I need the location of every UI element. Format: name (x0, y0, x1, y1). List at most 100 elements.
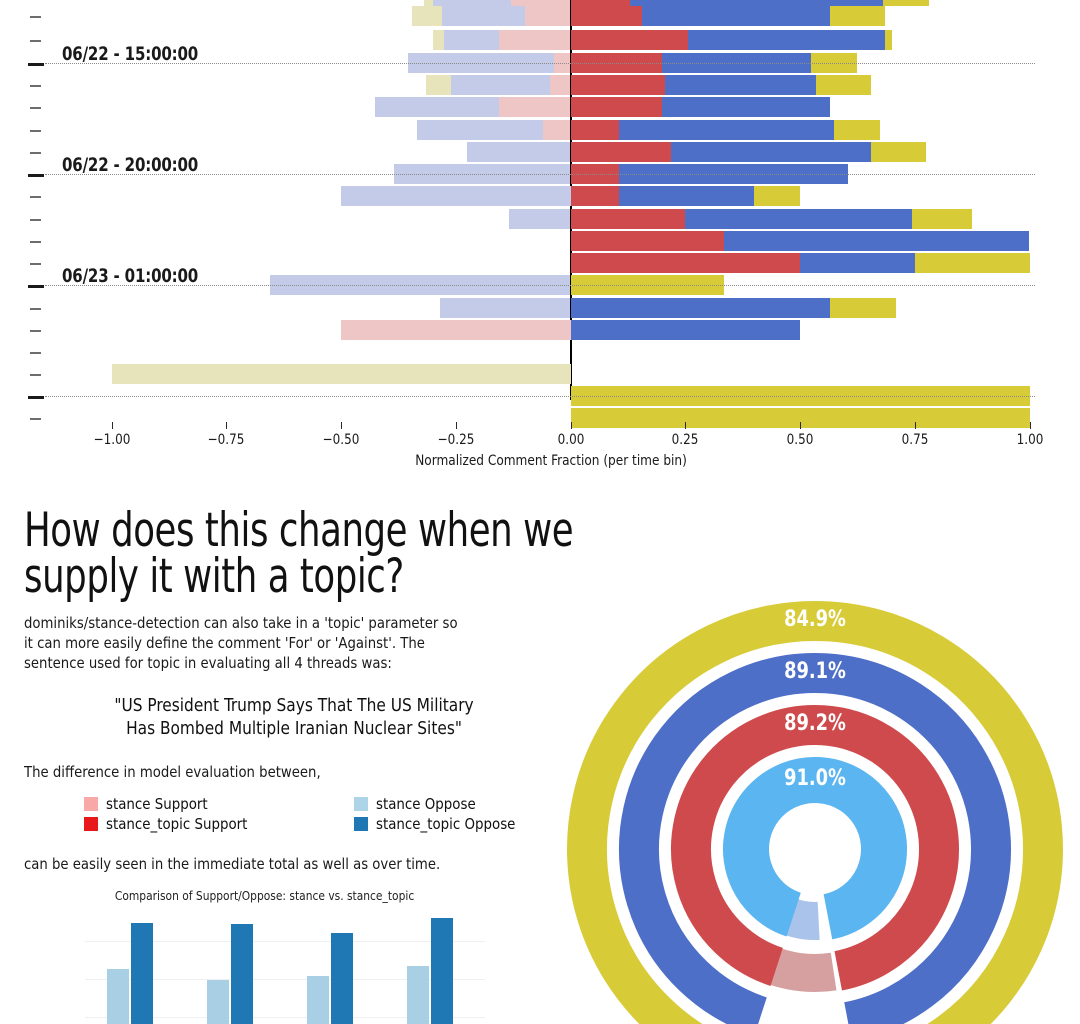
mini-gridline (85, 979, 485, 981)
bar-segment (412, 6, 442, 26)
bar-row (0, 0, 1080, 6)
x-axis-tick (226, 422, 228, 429)
bar-segment (914, 253, 1030, 273)
bar-segment (570, 0, 631, 6)
bar-segment (687, 30, 885, 50)
bar-segment (416, 120, 543, 140)
bar-segment (671, 142, 872, 162)
bar-segment (618, 120, 835, 140)
y-axis-minor-tick (30, 152, 41, 154)
y-axis-label: 06/23 - 01:00:00 (62, 265, 199, 287)
legend-label: stance Oppose (376, 795, 476, 814)
topic-sentence-quote: "US President Trump Says That The US Mil… (38, 694, 551, 742)
legend-swatch (84, 797, 98, 812)
bar-segment (834, 120, 881, 140)
bar-row (0, 6, 1080, 26)
x-axis-tick (455, 422, 457, 429)
comparison-bar-chart-plot (85, 906, 485, 1024)
y-axis-label: 06/22 - 15:00:00 (62, 43, 199, 65)
bar-segment (724, 231, 1030, 251)
ring-percentage-label: 89.1% (784, 659, 846, 685)
bar-segment (111, 364, 571, 384)
mini-bar (307, 975, 329, 1024)
bar-row (0, 75, 1080, 95)
bar-row (0, 142, 1080, 162)
y-axis-minor-tick (30, 130, 41, 132)
x-axis-tick (800, 422, 801, 429)
y-axis-minor-tick (30, 352, 41, 354)
comparison-bar-chart: Comparison of Support/Oppose: stance vs.… (30, 880, 550, 1024)
bar-segment (871, 142, 927, 162)
x-axis-tick-label: −1.00 (93, 432, 130, 448)
bar-row (0, 364, 1080, 384)
x-axis-tick-label: 1.00 (1016, 432, 1043, 448)
bar-row (0, 209, 1080, 229)
x-axis-tick (341, 422, 342, 429)
y-axis-minor-tick (30, 330, 41, 332)
bar-segment (570, 30, 688, 50)
bar-segment (499, 30, 571, 50)
bar-segment (664, 75, 817, 95)
bar-segment (549, 75, 571, 95)
y-axis-major-tick (28, 396, 44, 399)
bar-segment (570, 6, 642, 26)
mini-bar (231, 923, 253, 1024)
ring-percentage-label: 91.0% (784, 766, 846, 792)
bar-segment (618, 186, 755, 206)
bar-segment (754, 186, 800, 206)
x-axis-tick (685, 422, 687, 429)
x-axis-tick (914, 422, 916, 429)
bar-segment (884, 30, 892, 50)
x-axis-tick-label: −0.25 (437, 432, 475, 448)
y-axis-major-tick (28, 63, 44, 66)
bar-segment (341, 320, 571, 340)
explanatory-text-column: How does this change when we supply it w… (24, 507, 574, 873)
legend-label: stance_topic Support (106, 815, 248, 834)
comparison-bar-chart-title: Comparison of Support/Oppose: stance vs.… (30, 888, 500, 903)
bar-segment (882, 0, 929, 6)
bar-segment (423, 0, 433, 6)
topic-sentence-quote-line-1: "US President Trump Says That The US Mil… (114, 694, 474, 716)
bar-segment (570, 97, 663, 117)
legend-item: stance_topic Support (84, 815, 354, 833)
bar-row (0, 253, 1080, 273)
y-axis-major-tick (28, 285, 44, 288)
y-axis-minor-tick (30, 16, 41, 18)
legend-item: stance_topic Oppose (354, 815, 564, 833)
bar-segment (570, 298, 830, 318)
page-title: How does this change when we supply it w… (24, 507, 574, 599)
bar-segment (375, 97, 500, 117)
bar-segment (630, 0, 883, 6)
legend-item: stance Oppose (354, 795, 564, 813)
bar-row (0, 298, 1080, 318)
y-axis-minor-tick (30, 40, 41, 42)
legend-swatch (84, 817, 98, 832)
legend-label: stance Support (106, 795, 208, 814)
bar-segment (510, 0, 571, 6)
bar-row (0, 342, 1080, 362)
bar-segment (829, 298, 897, 318)
bar-segment (829, 6, 885, 26)
comparison-bar-chart-title-text: Comparison of Support/Oppose: stance vs.… (115, 888, 415, 903)
x-axis-tick (570, 422, 572, 429)
ring-percentage-label: 89.2% (784, 711, 846, 737)
mini-gridline (85, 941, 485, 943)
ring-arc (619, 653, 1011, 1024)
bar-segment (570, 186, 619, 206)
bar-segment (570, 120, 619, 140)
stance-legend: stance Support stance Oppose stance_topic … (84, 795, 564, 833)
y-axis-minor-tick (30, 196, 41, 198)
y-axis-label: 06/22 - 20:00:00 (62, 154, 199, 176)
bar-segment (816, 75, 872, 95)
legend-label: stance_topic Oppose (376, 815, 516, 834)
difference-lead-in-text: The difference in model evaluation betwe… (24, 763, 321, 782)
bar-segment (641, 6, 830, 26)
y-axis-minor-tick (30, 107, 41, 109)
bar-row (0, 97, 1080, 117)
x-axis-tick-label: 0.75 (901, 432, 929, 448)
gridline (45, 63, 1035, 64)
bar-segment (570, 75, 665, 95)
chart-plot-area: 06/22 - 15:00:00 06/22 - 20:00:00 06/23 - … (0, 0, 1080, 428)
bar-segment (570, 209, 686, 229)
x-axis-tick-label: −0.50 (322, 432, 360, 448)
